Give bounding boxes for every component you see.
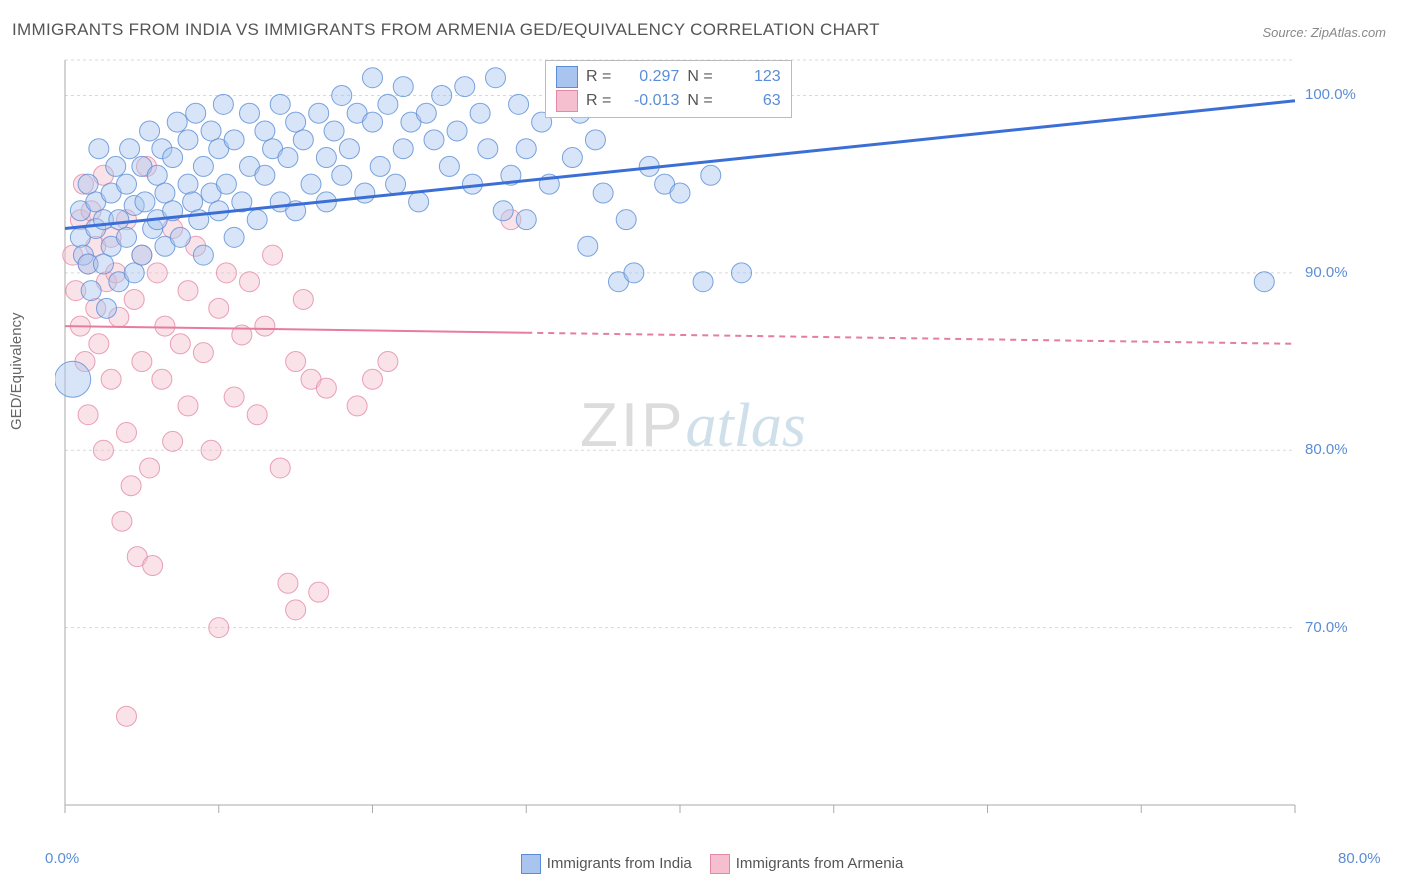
n-label: N = <box>687 89 712 113</box>
y-tick-label: 80.0% <box>1305 441 1348 458</box>
legend-series-label: Immigrants from Armenia <box>736 855 904 872</box>
chart-svg <box>55 55 1375 825</box>
chart-title: IMMIGRANTS FROM INDIA VS IMMIGRANTS FROM… <box>12 20 880 40</box>
source-label: Source: ZipAtlas.com <box>1262 25 1386 40</box>
legend-swatch <box>556 90 578 112</box>
y-tick-label: 70.0% <box>1305 619 1348 636</box>
n-label: N = <box>687 65 712 89</box>
legend-swatch <box>556 66 578 88</box>
n-value: 63 <box>721 89 781 113</box>
legend-series-label: Immigrants from India <box>547 855 692 872</box>
r-label: R = <box>586 65 611 89</box>
series-legend: Immigrants from India Immigrants from Arm… <box>0 854 1406 874</box>
n-value: 123 <box>721 65 781 89</box>
y-tick-label: 90.0% <box>1305 264 1348 281</box>
r-value: -0.013 <box>619 89 679 113</box>
legend-row: R = -0.013 N = 63 <box>556 89 781 113</box>
legend-swatch <box>521 854 541 874</box>
legend-row: R = 0.297 N = 123 <box>556 65 781 89</box>
r-value: 0.297 <box>619 65 679 89</box>
y-axis-label: GED/Equivalency <box>8 312 25 430</box>
correlation-legend: R = 0.297 N = 123 R = -0.013 N = 63 <box>545 60 792 118</box>
legend-swatch <box>710 854 730 874</box>
r-label: R = <box>586 89 611 113</box>
y-tick-label: 100.0% <box>1305 86 1356 103</box>
chart-area <box>55 55 1375 825</box>
